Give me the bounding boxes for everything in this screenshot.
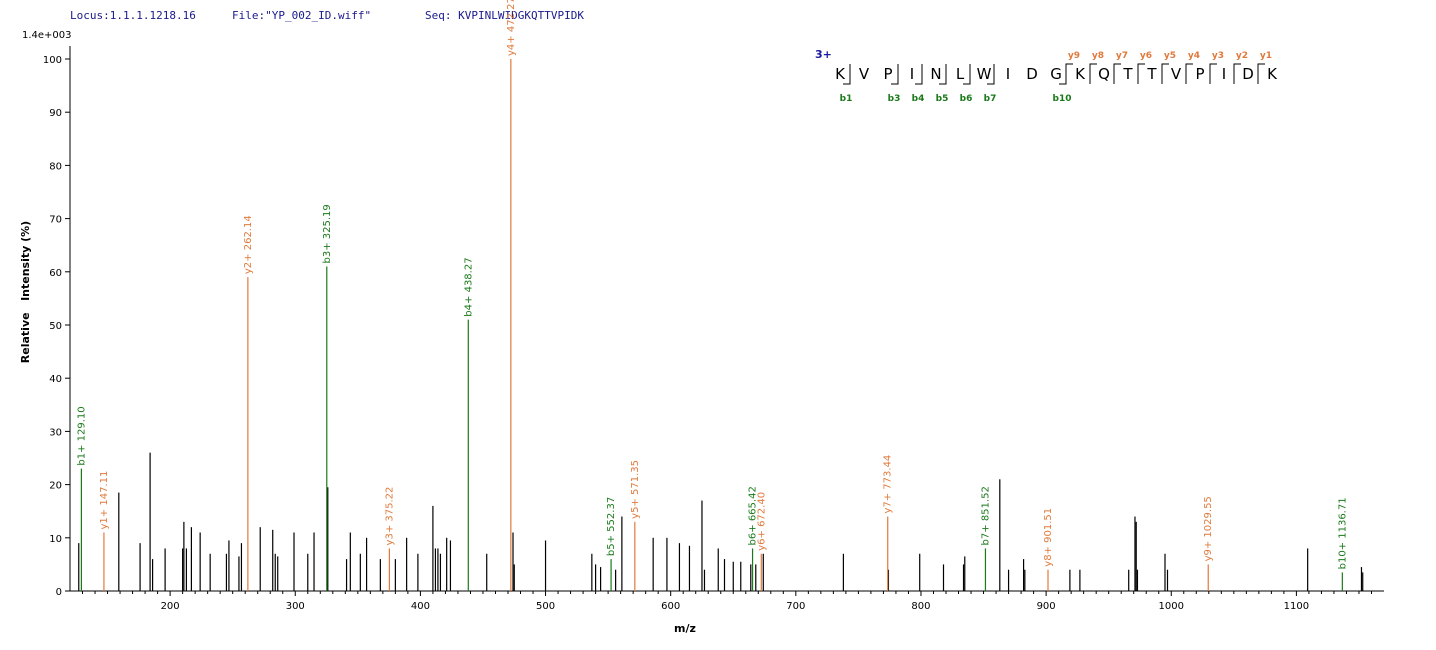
sequence-residue: L (956, 65, 965, 83)
charge-state-label: 3+ (815, 48, 832, 61)
y-ion-label: y7+ 773.44 (883, 455, 894, 514)
y-ion-index-label: y3 (1212, 51, 1224, 61)
b-ion-cleavage-mark (987, 64, 995, 85)
sequence-residue: P (1195, 65, 1204, 83)
sequence-residue: W (977, 65, 992, 83)
y-ion-cleavage-mark (1209, 63, 1217, 84)
y-ion-label: y3+ 375.22 (384, 487, 395, 546)
y-tick-label: 60 (49, 268, 62, 279)
sequence-residue: T (1146, 65, 1157, 83)
x-tick-label: 1100 (1284, 601, 1309, 612)
y-tick-label: 90 (49, 108, 62, 119)
y-ion-label: y4+ 472.27 (506, 0, 517, 56)
sequence-residue: K (835, 65, 846, 83)
b-ion-label: b6+ 665.42 (748, 486, 759, 545)
y-ion-label: y6+ 672.40 (756, 492, 767, 551)
y-tick-label: 30 (49, 427, 62, 438)
y-ion-cleavage-mark (1137, 63, 1145, 84)
b-ion-index-label: b5 (936, 94, 949, 104)
sequence-residue: K (1267, 65, 1278, 83)
b-ion-cleavage-mark (915, 64, 923, 85)
y-tick-label: 20 (49, 481, 62, 492)
b-ion-index-label: b4 (912, 94, 925, 104)
b-ion-label: b1+ 129.10 (76, 406, 87, 465)
y-axis-title: Relative Intensity (%) (19, 221, 32, 363)
x-tick-label: 1000 (1159, 601, 1184, 612)
b-ion-label: b10+ 1136.71 (1337, 497, 1348, 569)
axis-ticks: 0 10 20 30 40 50 60 70 80 90 100 200 300 400 500 600 700… (43, 55, 1372, 612)
sequence-residue: D (1026, 65, 1038, 83)
y-ion-cleavage-mark (1089, 63, 1097, 84)
b-ion-cleavage-mark (843, 64, 851, 85)
y-tick-label: 50 (49, 321, 62, 332)
file-text: File:"YP_002_ID.wiff" (232, 9, 371, 22)
sequence-residue: I (1222, 65, 1226, 83)
y-ion-index-label: y1 (1260, 51, 1272, 61)
y-ion-index-label: y8 (1092, 51, 1104, 61)
y-tick-label: 10 (49, 534, 62, 545)
y-tick-label: 70 (49, 215, 62, 226)
b-ion-label: b3+ 325.19 (322, 204, 333, 263)
b-ion-cleavage-mark (939, 64, 947, 85)
x-tick-label: 900 (1037, 601, 1056, 612)
x-tick-label: 700 (786, 601, 805, 612)
y-ion-index-label: y7 (1116, 51, 1128, 61)
x-axis-title: m/z (674, 622, 696, 635)
b-ion-index-label: b6 (960, 94, 973, 104)
sequence-residue: I (1006, 65, 1010, 83)
b-ion-cleavage-mark (891, 64, 899, 85)
sequence-residue: K (1075, 65, 1086, 83)
y-tick-label: 0 (56, 587, 62, 598)
b-ion-index-label: b1 (840, 94, 853, 104)
b-ion-index-label: b3 (888, 94, 901, 104)
y-ion-cleavage-mark (1161, 63, 1169, 84)
peak-labels: b1+ 129.10 y1+ 147.11 y2+ 262.14 b3+ 325.19… (76, 0, 1348, 569)
b-ion-label: b7+ 851.52 (980, 486, 991, 545)
y-ion-index-label: y9 (1068, 51, 1080, 61)
sequence-residue: I (910, 65, 914, 83)
sequence-residue: V (859, 65, 870, 83)
x-tick-label: 400 (411, 601, 430, 612)
x-tick-label: 600 (661, 601, 680, 612)
y-ion-label: y2+ 262.14 (243, 215, 254, 274)
y-ion-cleavage-mark (1257, 63, 1265, 84)
sequence-residue: G (1050, 65, 1062, 83)
y-ion-label: y8+ 901.51 (1043, 508, 1054, 567)
b-ion-index-label: b10 (1053, 94, 1072, 104)
peak-lines (78, 59, 1364, 591)
y-ion-cleavage-mark (1185, 63, 1193, 84)
sequence-residue: Q (1098, 65, 1110, 83)
x-tick-label: 300 (286, 601, 305, 612)
y-ion-index-label: y6 (1140, 51, 1152, 61)
sequence-residue: P (883, 65, 892, 83)
y-ion-label: y5+ 571.35 (630, 460, 641, 519)
y-ion-cleavage-mark (1065, 63, 1073, 84)
sequence-residue: T (1122, 65, 1133, 83)
y-ion-index-label: y4 (1188, 51, 1200, 61)
x-tick-label: 800 (911, 601, 930, 612)
x-tick-label: 500 (536, 601, 555, 612)
y-ion-label: y9+ 1029.55 (1203, 496, 1214, 561)
sequence-residue: N (930, 65, 941, 83)
b-ion-label: b5+ 552.37 (606, 497, 617, 556)
x-tick-label: 200 (161, 601, 180, 612)
b-ion-cleavage-mark (963, 64, 971, 85)
locus-text: Locus:1.1.1.1218.16 (70, 9, 196, 22)
y-tick-label: 80 (49, 161, 62, 172)
y-ion-cleavage-mark (1233, 63, 1241, 84)
intensity-scale-label: 1.4e+003 (22, 30, 72, 41)
b-ion-index-label: b7 (984, 94, 997, 104)
sequence-residue: V (1171, 65, 1182, 83)
y-ion-cleavage-mark (1113, 63, 1121, 84)
b-ion-label: b4+ 438.27 (463, 257, 474, 316)
sequence-residue: D (1242, 65, 1254, 83)
y-tick-label: 100 (43, 55, 62, 66)
sequence-text: Seq: KVPINLWIDGKQTTVPIDK (425, 9, 584, 22)
y-tick-label: 40 (49, 374, 62, 385)
y-ion-index-label: y5 (1164, 51, 1176, 61)
y-ion-label: y1+ 147.11 (99, 471, 110, 530)
y-ion-index-label: y2 (1236, 51, 1248, 61)
